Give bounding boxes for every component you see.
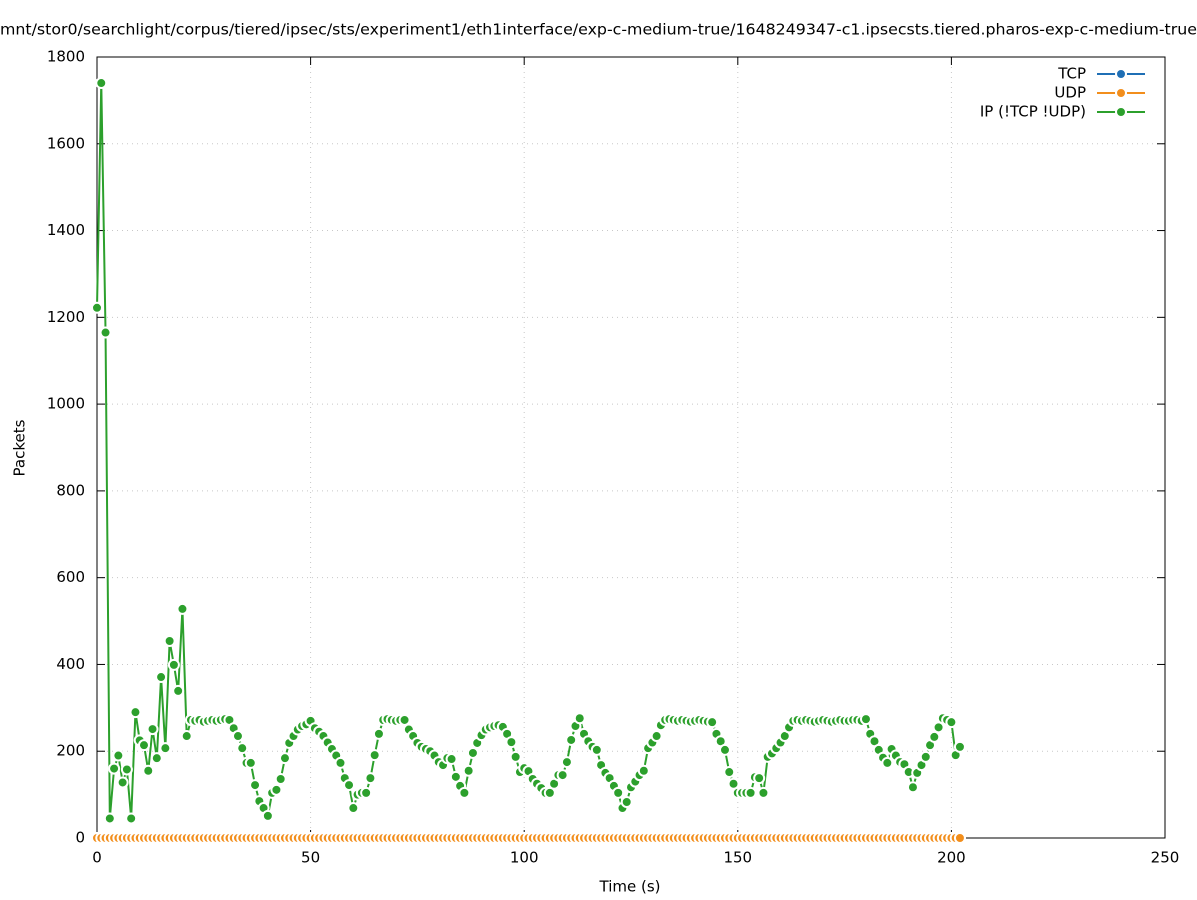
data-point xyxy=(163,635,176,648)
data-point xyxy=(261,809,274,822)
x-tick-label: 250 xyxy=(1151,849,1180,867)
data-point xyxy=(723,766,736,779)
data-point xyxy=(945,716,958,729)
legend-marker xyxy=(1115,106,1127,118)
data-point xyxy=(137,739,150,752)
x-tick-label: 50 xyxy=(301,849,320,867)
data-point xyxy=(590,743,603,756)
data-point xyxy=(91,301,103,314)
data-point xyxy=(278,752,291,765)
legend-label: IP (!TCP !UDP) xyxy=(980,103,1086,121)
data-point xyxy=(505,736,518,749)
y-tick-label: 0 xyxy=(75,829,85,847)
plot-border xyxy=(96,56,1166,839)
x-tick-label: 100 xyxy=(510,849,539,867)
data-point xyxy=(637,764,650,777)
data-point xyxy=(458,786,471,799)
data-point xyxy=(270,783,283,796)
data-point xyxy=(612,786,625,799)
y-tick-label: 400 xyxy=(56,655,85,673)
data-point xyxy=(364,772,377,785)
chart-title: mnt/stor0/searchlight/corpus/tiered/ipse… xyxy=(0,21,1197,39)
data-point xyxy=(167,658,180,671)
data-point xyxy=(99,326,112,339)
data-point xyxy=(560,756,573,769)
data-point xyxy=(334,756,347,769)
x-tick-label: 150 xyxy=(723,849,752,867)
data-point xyxy=(172,684,185,697)
y-axis-label: Packets xyxy=(11,419,29,476)
data-point xyxy=(620,795,633,808)
legend-marker xyxy=(1115,68,1127,80)
data-point xyxy=(462,764,475,777)
y-tick-label: 600 xyxy=(56,568,85,586)
data-point xyxy=(565,733,578,746)
legend-label: TCP xyxy=(1057,65,1086,83)
data-point xyxy=(744,786,757,799)
y-tick-label: 1000 xyxy=(47,395,85,413)
data-point xyxy=(150,752,163,765)
data-point xyxy=(859,713,872,726)
legend-marker xyxy=(1115,87,1127,99)
data-point xyxy=(95,77,108,90)
data-point xyxy=(236,742,249,755)
data-point xyxy=(398,713,411,726)
y-tick-label: 1600 xyxy=(47,134,85,152)
legend-label: UDP xyxy=(1054,84,1086,102)
x-axis-label: Time (s) xyxy=(599,878,661,896)
data-point xyxy=(509,750,522,763)
data-point xyxy=(159,742,172,755)
data-point xyxy=(347,802,360,815)
y-tick-label: 1400 xyxy=(47,221,85,239)
data-point xyxy=(343,779,356,792)
data-point xyxy=(919,750,932,763)
data-point xyxy=(146,723,159,736)
data-point xyxy=(757,786,770,799)
x-tick-label: 200 xyxy=(937,849,966,867)
data-point xyxy=(103,812,116,825)
data-point xyxy=(112,749,125,762)
y-tick-label: 1200 xyxy=(47,308,85,326)
data-point xyxy=(155,671,168,684)
data-point xyxy=(573,712,586,725)
data-point xyxy=(368,749,381,762)
data-point xyxy=(125,812,138,825)
data-point xyxy=(718,743,731,756)
data-point xyxy=(129,706,142,719)
data-point xyxy=(753,772,766,785)
data-point xyxy=(176,602,189,615)
series-line xyxy=(96,83,961,819)
data-point xyxy=(274,772,287,785)
data-point xyxy=(706,716,719,729)
data-point xyxy=(556,769,569,782)
data-point xyxy=(953,832,966,844)
data-point xyxy=(120,763,133,776)
y-tick-label: 1800 xyxy=(47,48,85,66)
y-tick-label: 200 xyxy=(56,742,85,760)
data-point xyxy=(953,740,966,753)
data-point xyxy=(180,730,193,743)
data-point xyxy=(906,781,919,794)
y-tick-label: 800 xyxy=(56,481,85,499)
x-tick-label: 0 xyxy=(92,849,102,867)
data-point xyxy=(650,730,663,743)
data-point xyxy=(231,730,244,743)
data-point xyxy=(142,764,155,777)
data-point xyxy=(466,746,479,759)
data-point xyxy=(244,756,257,769)
data-point xyxy=(116,776,129,789)
data-point xyxy=(249,779,262,792)
data-point xyxy=(928,730,941,743)
data-point xyxy=(108,762,121,775)
data-point xyxy=(445,753,458,766)
data-point xyxy=(360,786,373,799)
data-point xyxy=(881,756,894,769)
data-point xyxy=(372,727,385,740)
